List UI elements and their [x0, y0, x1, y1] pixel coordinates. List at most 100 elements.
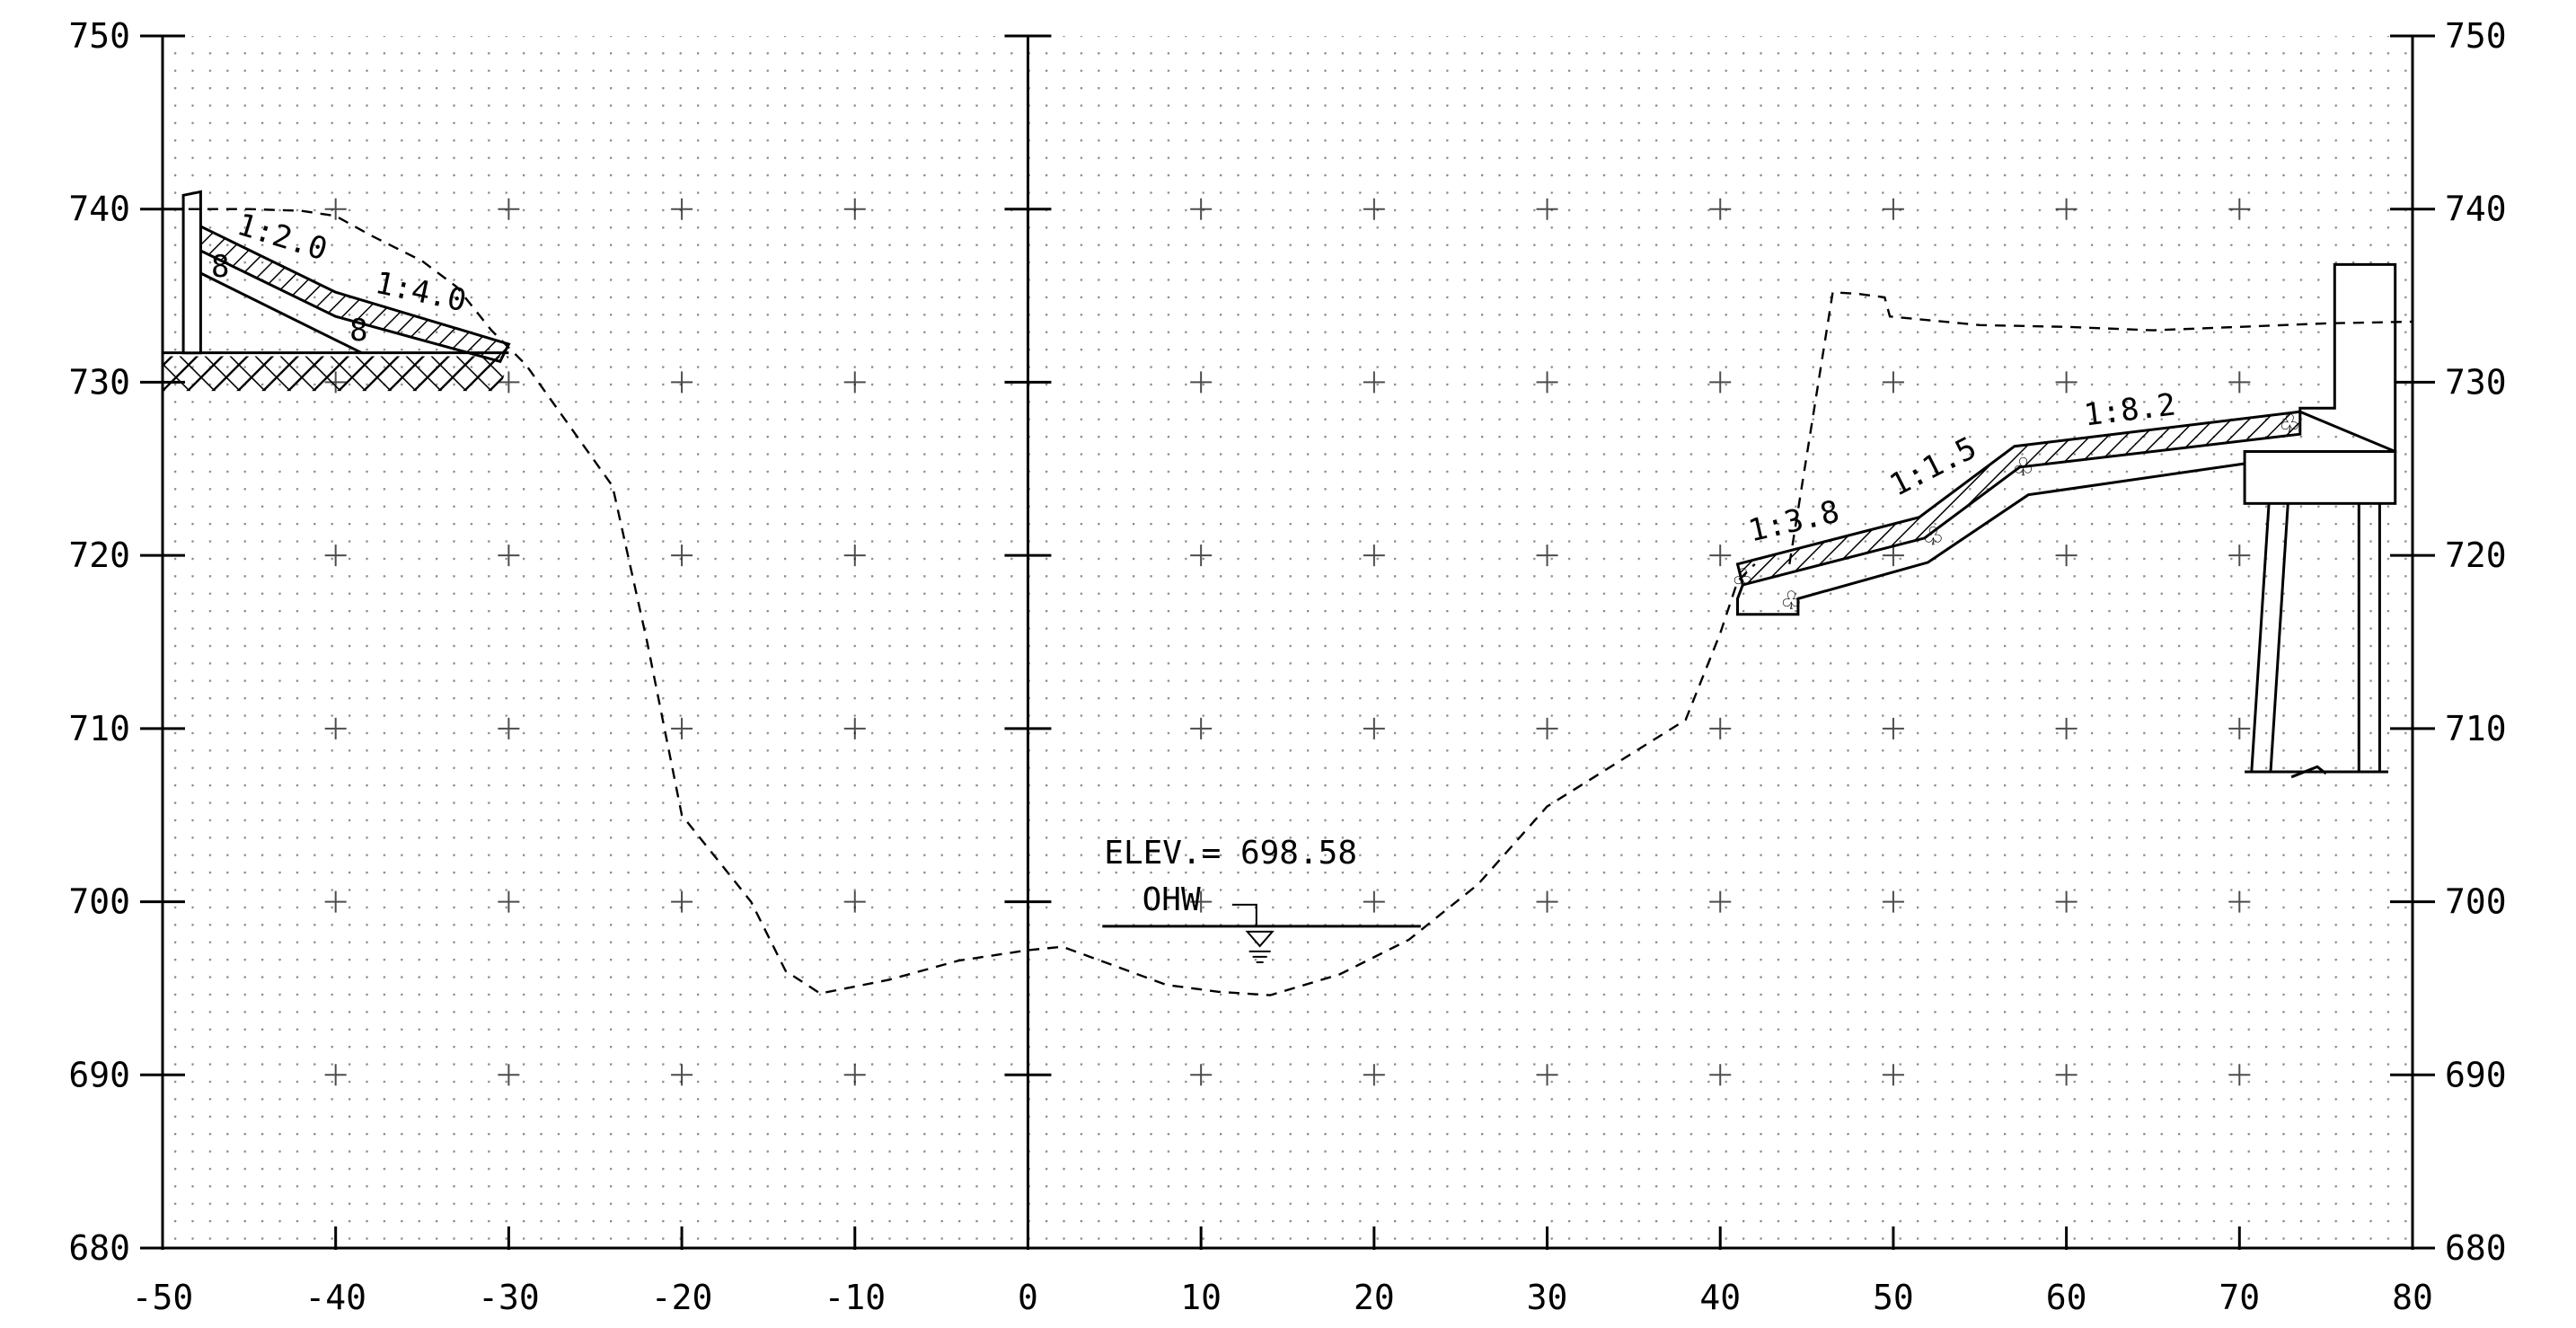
grid-plus-mark	[1882, 1064, 1904, 1086]
grid-plus-mark	[1536, 717, 1558, 739]
y-tick-label-right: 710	[2445, 709, 2507, 748]
plot-area: -50 -40 -30 -20 -10 0 10 20 30 40 50 60 70 80 680 690 7…	[68, 16, 2506, 1317]
grid-plus-mark	[2228, 890, 2251, 913]
y-tick-label-left: 690	[68, 1055, 130, 1094]
right-abutment-cap	[2243, 450, 2397, 505]
y-tick-label-left: 680	[68, 1228, 130, 1268]
x-tick-label: 40	[1699, 1278, 1741, 1317]
y-tick-label-left: 740	[68, 190, 130, 229]
grid-plus-mark	[843, 544, 866, 567]
grid-plus-mark	[1190, 544, 1213, 567]
grid-plus-mark	[671, 544, 693, 567]
grid-plus-mark	[1190, 198, 1213, 220]
right-stone-symbol: ♧	[1924, 519, 1942, 555]
y-tick-label-left: 700	[68, 882, 130, 922]
grid-plus-mark	[2228, 1064, 2251, 1086]
grid-plus-mark	[2055, 371, 2078, 394]
x-axis-ticks: -50 -40 -30 -20 -10 0 10 20 30 40 50 60 70 80	[132, 1226, 2433, 1317]
y-tick-label-left: 750	[68, 16, 130, 56]
grid-plus-mark	[1536, 198, 1558, 220]
grid-plus-mark	[1882, 544, 1904, 567]
grid-plus-mark	[2055, 890, 2078, 913]
grid-plus-mark	[843, 371, 866, 394]
x-tick-label: -50	[132, 1278, 194, 1317]
y-tick-label-right: 700	[2445, 882, 2507, 922]
grid-plus-mark	[1709, 890, 1732, 913]
x-tick-label: -20	[651, 1278, 713, 1317]
right-armor-layer	[1735, 410, 2302, 587]
y-tick-label-right: 740	[2445, 190, 2507, 229]
grid-plus-mark	[498, 890, 520, 913]
grid-plus-mark	[1363, 371, 1385, 394]
dotted-grid-field	[163, 36, 2413, 1248]
y-tick-label-right: 730	[2445, 362, 2507, 402]
grid-plus-mark	[1363, 717, 1385, 739]
grid-plus-mark	[1709, 717, 1732, 739]
ohw-label: OHW	[1142, 881, 1201, 918]
right-stone-symbol: ♧	[2014, 449, 2032, 485]
grid-plus-mark	[843, 717, 866, 739]
x-tick-label: -10	[824, 1278, 886, 1317]
grid-plus-mark	[2228, 198, 2251, 220]
grid-plus-mark	[1882, 890, 1904, 913]
grid-plus-mark	[1190, 890, 1213, 913]
x-tick-label: 20	[1354, 1278, 1395, 1317]
grid-plus-mark	[1536, 544, 1558, 567]
grid-plus-mark	[498, 198, 520, 220]
y-tick-label-left: 710	[68, 709, 130, 748]
existing-ground-profile	[188, 208, 2413, 996]
left-bank-revetment: 88	[163, 190, 511, 392]
x-tick-label: 30	[1527, 1278, 1568, 1317]
right-pile-front-right	[2269, 503, 2289, 773]
grid-plus-mark	[324, 890, 347, 913]
y-tick-label-right: 720	[2445, 536, 2507, 575]
x-tick-label: 10	[1180, 1278, 1222, 1317]
grid-plus-mark	[2055, 717, 2078, 739]
right-stone-symbol: ♧	[1782, 583, 1800, 619]
plot-frame	[140, 34, 2435, 1250]
grid-plus-mark	[2228, 717, 2251, 739]
right-bank-revetment: ♧ ♧ ♧ ♧ ♧	[1734, 262, 2397, 779]
x-tick-label: -30	[478, 1278, 540, 1317]
elevation-label: ELEV.= 698.58	[1104, 835, 1357, 872]
grid-plus-mark	[843, 198, 866, 220]
ground-profile-line	[188, 208, 1756, 996]
y-tick-label-right: 680	[2445, 1228, 2507, 1268]
grid-plus-mark	[1536, 371, 1558, 394]
left-stone-symbol: 8	[349, 313, 367, 349]
grid-plus-mark	[2055, 1064, 2078, 1086]
right-stone-symbol: ♧	[1734, 561, 1751, 597]
grid-plus-mark	[1882, 717, 1904, 739]
grid-plus-mark	[498, 1064, 520, 1086]
x-tick-label: -40	[304, 1278, 366, 1317]
grid-plus-mark	[1536, 890, 1558, 913]
grid-plus-mark	[324, 198, 347, 220]
grid-plus-mark	[1190, 371, 1213, 394]
ohw-leader	[1231, 903, 1257, 926]
grid-plus-mark	[671, 1064, 693, 1086]
grid-plus-mark	[2228, 544, 2251, 567]
grid-plus-mark	[1536, 1064, 1558, 1086]
grid-plus-mark	[324, 717, 347, 739]
right-bedding-line	[1736, 462, 2245, 616]
grid-plus-mark	[498, 544, 520, 567]
major-grid	[324, 198, 2251, 1086]
ground-profile-line	[1788, 290, 2413, 564]
x-tick-label: 0	[1018, 1278, 1038, 1317]
left-bedding-line	[199, 271, 363, 355]
water-surface-triangle-icon	[1245, 930, 1275, 948]
right-pile-break-symbol	[2290, 765, 2327, 779]
grid-plus-mark	[671, 890, 693, 913]
grid-plus-mark	[2055, 544, 2078, 567]
grid-plus-mark	[1882, 198, 1904, 220]
grid-plus-mark	[671, 717, 693, 739]
grid-plus-mark	[2228, 371, 2251, 394]
x-tick-label: 70	[2219, 1278, 2260, 1317]
y-tick-label-left: 730	[68, 362, 130, 402]
grid-plus-mark	[1709, 198, 1732, 220]
grid-plus-mark	[1709, 544, 1732, 567]
grid-plus-mark	[2055, 198, 2078, 220]
grid-plus-mark	[1882, 371, 1904, 394]
x-tick-label: 80	[2392, 1278, 2433, 1317]
